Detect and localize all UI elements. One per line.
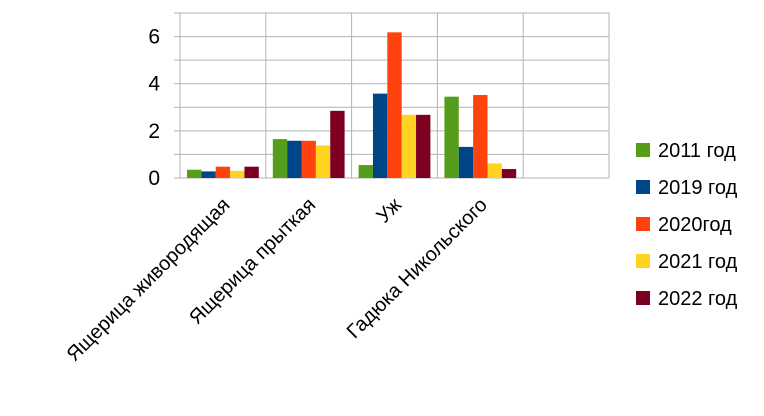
legend-swatch — [636, 291, 650, 305]
bar — [387, 32, 402, 179]
bar — [473, 95, 488, 178]
legend-label: 2019 год — [658, 177, 738, 199]
bar — [372, 93, 388, 178]
axes — [174, 12, 180, 179]
bars-group — [187, 32, 517, 179]
bar — [187, 169, 202, 178]
bar — [358, 165, 373, 178]
bar — [458, 146, 474, 178]
legend-label: 2011 год — [658, 140, 736, 162]
bar — [315, 145, 331, 178]
bar — [401, 114, 417, 178]
legend: 2011 год 2019 год 2020год 2021 год 2022 год — [636, 140, 738, 310]
legend-label: 2020год — [658, 214, 732, 236]
y-tick-label: 4 — [148, 73, 160, 96]
category-label: Уж — [373, 194, 407, 228]
legend-swatch — [636, 254, 650, 268]
bar — [215, 166, 231, 178]
category-label: Ящерица живородящая — [63, 194, 235, 366]
bar — [444, 96, 459, 178]
legend-label: 2022 год — [658, 288, 738, 310]
bar — [287, 140, 302, 178]
bar — [272, 139, 288, 178]
legend-label: 2021 год — [658, 251, 738, 273]
y-tick-labels: 0 2 4 6 — [148, 26, 160, 190]
y-tick-label: 2 — [148, 120, 160, 143]
bar — [230, 170, 245, 178]
legend-swatch — [636, 180, 650, 194]
bar — [501, 169, 517, 178]
bar — [201, 171, 216, 178]
legend-swatch — [636, 143, 650, 157]
bar — [244, 166, 259, 178]
category-label: Гадюка Никольского — [343, 194, 492, 343]
legend-swatch — [636, 217, 650, 231]
y-tick-label: 0 — [148, 167, 160, 190]
bar — [330, 110, 345, 178]
bar — [301, 140, 316, 178]
y-tick-label: 6 — [148, 26, 160, 49]
bar — [487, 163, 502, 178]
bar — [416, 114, 431, 178]
